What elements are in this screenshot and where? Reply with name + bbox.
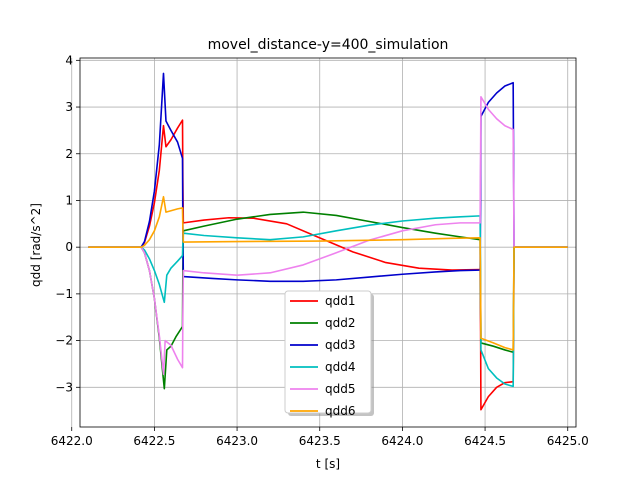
y-tick-label: 4 [65,53,73,67]
y-tick-label: −2 [55,334,73,348]
y-tick-label: −1 [55,287,73,301]
y-tick-label: 3 [65,100,73,114]
y-tick-label: 2 [65,147,73,161]
series-line-qdd1 [88,119,568,411]
series-line-qdd4 [88,215,568,388]
legend-label-qdd2: qdd2 [325,316,356,330]
y-axis-label: qdd [rad/s^2] [29,203,43,287]
chart-title: movel_distance-y=400_simulation [208,37,449,53]
x-tick-label: 6423.0 [216,434,258,448]
legend: qdd1 qdd2 qdd3 qdd4 qdd5 qdd6 [284,290,374,418]
legend-label-qdd4: qdd4 [325,360,356,374]
legend-label-qdd6: qdd6 [325,404,356,418]
legend-label-qdd5: qdd5 [325,382,356,396]
x-tick-label: 6423.5 [299,434,341,448]
x-tick-label: 6422.5 [133,434,175,448]
legend-box [284,290,372,414]
series-line-qdd3 [88,72,568,283]
series-line-qdd5 [88,95,568,376]
legend-label-qdd3: qdd3 [325,338,356,352]
legend-label-qdd1: qdd1 [325,294,356,308]
x-tick-label: 6425.0 [547,434,589,448]
x-tick-label: 6422.0 [51,434,93,448]
y-tick-label: 1 [65,193,73,207]
plot-frame [79,57,577,428]
y-tick-label: −3 [55,380,73,394]
x-tick-label: 6424.0 [381,434,423,448]
x-axis-label: t [s] [316,457,340,471]
y-tick-label: 0 [65,240,73,254]
series-line-qdd6 [88,195,568,351]
x-tick-label: 6424.5 [464,434,506,448]
